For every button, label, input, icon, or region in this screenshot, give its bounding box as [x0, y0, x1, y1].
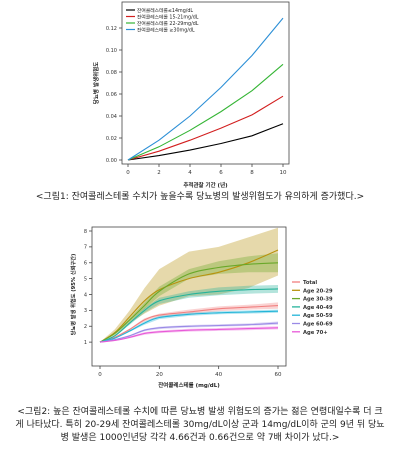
- x-tick-label: 40: [215, 372, 222, 378]
- legend-label: Age 20-29: [303, 288, 333, 294]
- x-axis-label: 추적관찰 기간 (년): [183, 181, 228, 189]
- plot-frame: [91, 226, 287, 367]
- y-tick-label: 0.04: [106, 114, 117, 120]
- series-line-3: [127, 63, 284, 161]
- legend-label: 잔여콜레스테롤≤14mg/dL: [137, 7, 193, 14]
- plot-frame: [121, 1, 290, 165]
- series-line-4: [99, 288, 279, 343]
- series-line-6: [99, 322, 279, 343]
- y-tick-label: 2: [84, 324, 87, 330]
- legend-label: Age 40-49: [303, 305, 333, 311]
- x-tick-label: 2: [157, 170, 161, 176]
- y-tick-label: 0.06: [106, 92, 117, 98]
- y-tick-label: 3: [84, 308, 87, 314]
- x-tick-label: 4: [188, 170, 192, 176]
- risk-by-age-chart: 0 20 40 60 1 2 3 4 5 6 7 8 잔여콜레스테롤 (mg/dL) 당뇨병 발생 위험도…: [69, 226, 333, 389]
- x-tick-label: 8: [250, 170, 254, 176]
- series-line-5: [99, 310, 279, 343]
- series-line-3: [99, 262, 279, 343]
- legend-label: Age 30-39: [303, 297, 333, 303]
- series-line-2: [99, 249, 279, 343]
- figure1-caption: <그림1: 잔여콜레스테롤 수치가 높을수록 당뇨병의 발생위험도가 유의하게 …: [35, 192, 365, 202]
- y-tick-label: 7: [84, 245, 87, 251]
- series-line-7: [99, 327, 279, 343]
- ci-band-5: [100, 309, 278, 343]
- ci-band-4: [100, 285, 278, 343]
- y-tick-label: 8: [84, 229, 87, 235]
- x-tick-label: 60: [275, 372, 282, 378]
- legend-label: 잔여콜레스테롤 ≥30mg/dL: [137, 26, 195, 33]
- legend-label: Total: [303, 280, 317, 286]
- legend-label: Age 60-69: [303, 322, 333, 328]
- ci-band-7: [100, 326, 278, 343]
- legend-label: Age 70+: [303, 330, 328, 336]
- y-axis-label: 당뇨병 발생 위험도 (95% 신뢰구간): [69, 254, 77, 336]
- cumulative-incidence-chart: 0 2 4 6 8 10 0.00 0.02 0.04 0.06 0.08 0.10 0.12 추적관찰 …: [92, 1, 290, 189]
- ci-band-3: [100, 253, 278, 343]
- y-tick-label: 4: [84, 292, 87, 298]
- y-tick-label: 5: [84, 276, 87, 282]
- series-line-1: [99, 305, 279, 343]
- x-tick-label: 6: [219, 170, 223, 176]
- y-tick-label: 1: [84, 340, 87, 346]
- ci-band-2: [100, 227, 278, 343]
- x-tick-label: 20: [156, 372, 163, 378]
- legend-label: 잔여콜레스테롤 22-29mg/dL: [137, 20, 199, 27]
- x-tick-label: 10: [280, 170, 287, 176]
- y-tick-label: 6: [84, 261, 87, 267]
- figure2-caption: <그림2: 높은 잔여콜레스테롤 수치에 따른 당뇨병 발생 위험도의 증가는 …: [15, 407, 385, 443]
- x-tick-label: 0: [98, 372, 102, 378]
- series-line-2: [127, 95, 284, 161]
- series-line-1: [127, 123, 284, 161]
- y-tick-label: 0.02: [106, 136, 117, 142]
- y-axis-label: 당뇨병 발생위험도: [92, 62, 100, 104]
- legend-label: 잔여콜레스테롤 15-21mg/dL: [137, 13, 199, 20]
- legend-label: Age 50-59: [303, 313, 333, 319]
- x-axis-label: 잔여콜레스테롤 (mg/dL): [158, 381, 220, 389]
- y-tick-label: 0.08: [106, 70, 117, 76]
- y-tick-label: 0.12: [106, 26, 117, 32]
- y-tick-label: 0.10: [106, 48, 117, 54]
- y-tick-label: 0.00: [106, 158, 117, 164]
- series-line-4: [127, 17, 284, 161]
- x-tick-label: 0: [126, 170, 130, 176]
